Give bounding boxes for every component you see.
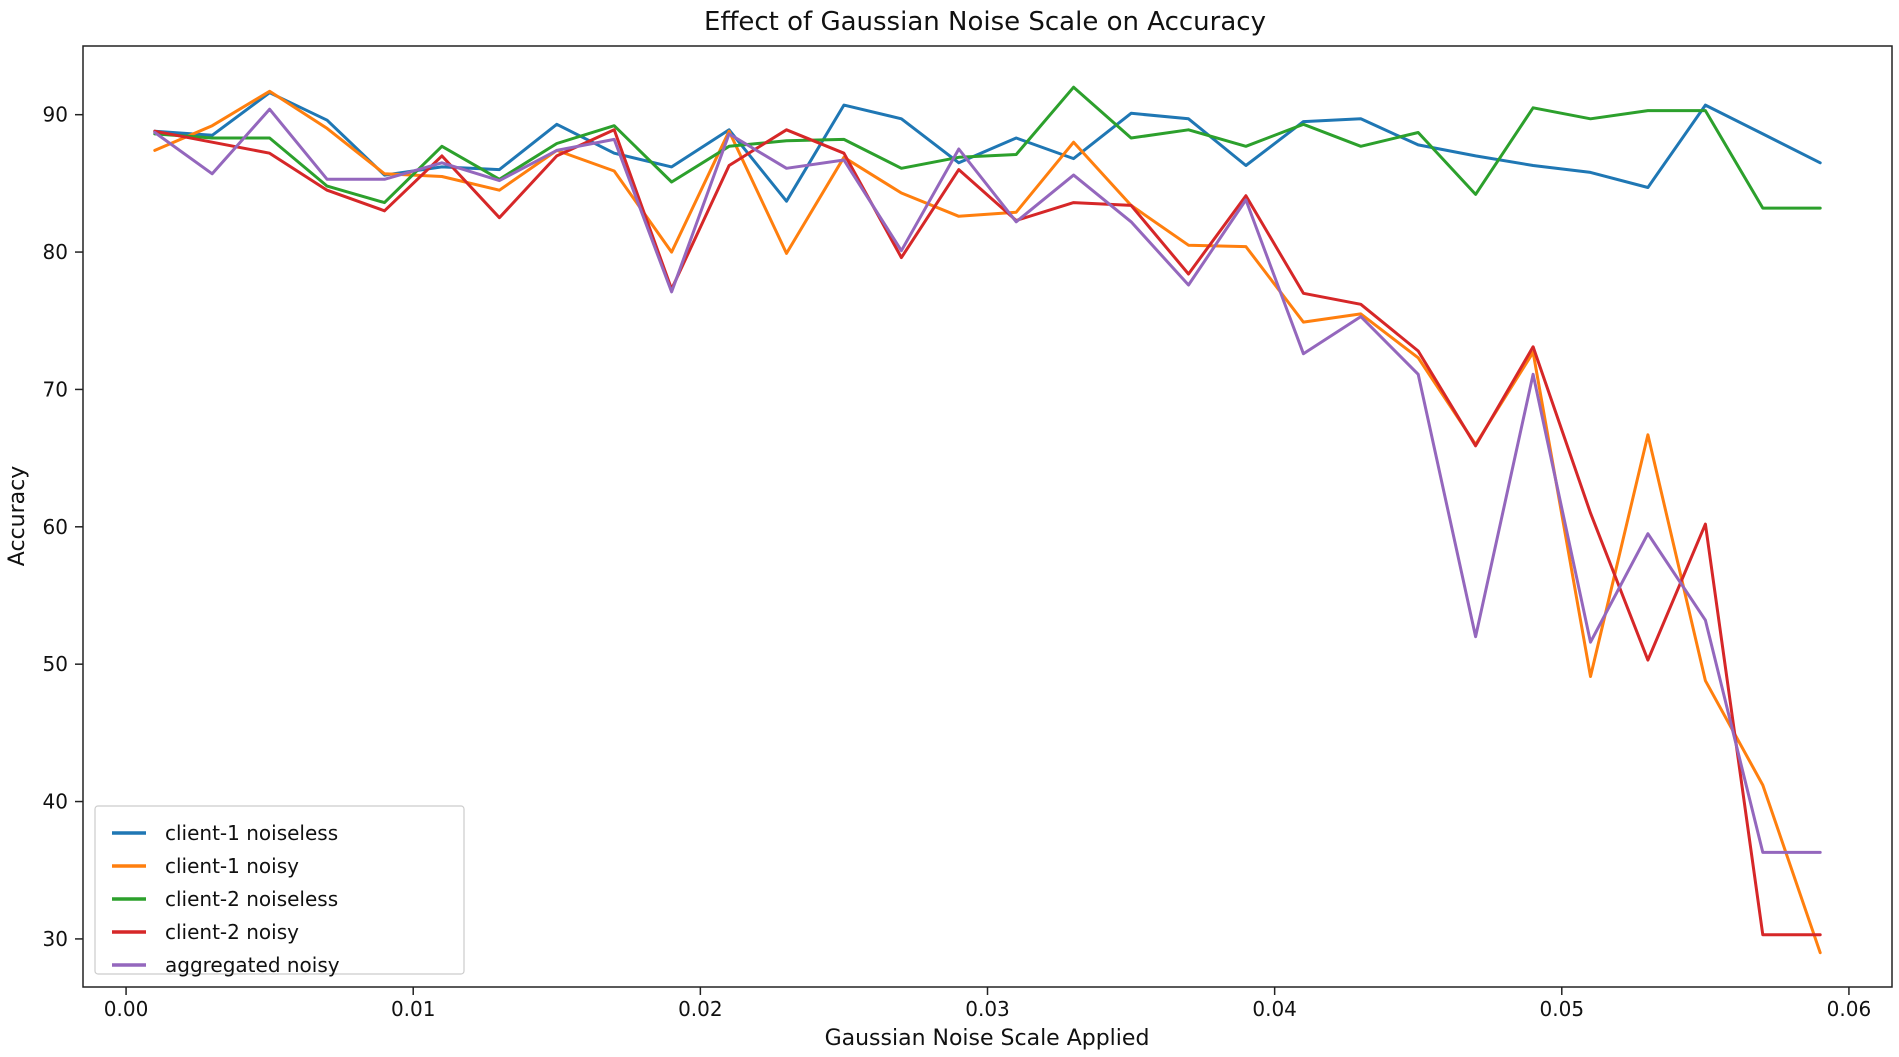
y-tick-label: 30 [43,927,68,951]
x-tick-label: 0.01 [391,997,436,1021]
x-tick-label: 0.02 [678,997,723,1021]
x-axis-label: Gaussian Noise Scale Applied [825,1026,1150,1051]
legend: client-1 noiseless client-1 noisy client-2… [94,805,465,977]
series-line-client-2-noiseless [153,85,1822,210]
legend-label-client-2-noiseless: client-2 noiseless [165,887,338,911]
series-line-client-1-noiseless [153,91,1822,203]
legend-label-client-1-noisy: client-1 noisy [165,854,299,878]
series-line-aggregated-noisy [153,107,1822,854]
y-axis-label: Accuracy [5,466,30,566]
x-tick-label: 0.00 [104,997,149,1021]
chart-title: Effect of Gaussian Noise Scale on Accura… [704,7,1266,37]
y-tick-label: 90 [43,103,68,127]
y-axis-ticks: 30 40 50 60 70 80 90 [43,103,83,951]
legend-label-aggregated-noisy: aggregated noisy [165,953,340,977]
y-tick-label: 60 [43,515,68,539]
y-tick-label: 40 [43,790,68,814]
legend-items: client-1 noiseless client-1 noisy client-2… [112,821,340,977]
x-tick-label: 0.05 [1540,997,1585,1021]
legend-box [94,805,465,975]
series-layer [153,85,1822,955]
legend-label-client-1-noiseless: client-1 noiseless [165,821,338,845]
x-axis-ticks: 0.00 0.01 0.02 0.03 0.04 0.05 0.06 [104,987,1871,1021]
x-tick-label: 0.04 [1252,997,1297,1021]
y-tick-label: 70 [43,377,68,401]
series-line-client-1-noisy [153,89,1822,955]
x-tick-label: 0.03 [965,997,1010,1021]
y-tick-label: 80 [43,240,68,264]
legend-label-client-2-noisy: client-2 noisy [165,920,299,944]
y-tick-label: 50 [43,652,68,676]
x-tick-label: 0.06 [1827,997,1872,1021]
